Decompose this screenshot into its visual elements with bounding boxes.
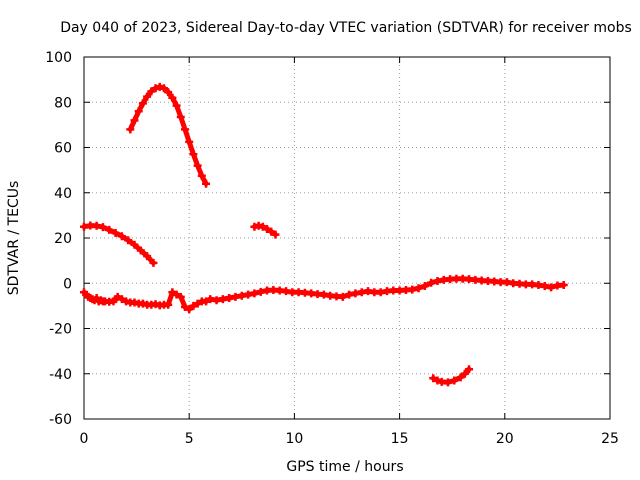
y-tick-label: 60 xyxy=(54,141,72,157)
data-point xyxy=(111,229,120,238)
data-point xyxy=(159,84,168,93)
data-point xyxy=(202,297,211,306)
data-point xyxy=(460,369,469,378)
data-point xyxy=(202,179,211,188)
data-point xyxy=(136,246,145,255)
data-point xyxy=(92,221,101,230)
data-point xyxy=(176,112,185,121)
data-point xyxy=(143,92,152,101)
data-point xyxy=(105,225,114,234)
data-point xyxy=(250,289,259,298)
data-point xyxy=(197,171,206,180)
data-point xyxy=(185,305,194,314)
x-tick-label: 0 xyxy=(80,431,89,447)
data-point xyxy=(149,258,158,267)
series-baseline-cluster xyxy=(80,274,568,314)
data-point xyxy=(433,376,442,385)
data-point xyxy=(151,84,160,93)
data-point xyxy=(117,232,126,241)
data-point xyxy=(180,125,189,134)
x-tick-label: 10 xyxy=(285,431,303,447)
data-point xyxy=(143,252,152,261)
data-point xyxy=(256,287,265,296)
data-point xyxy=(465,365,474,374)
data-point xyxy=(193,299,202,308)
data-point xyxy=(151,300,160,309)
data-point xyxy=(189,301,198,310)
chart-title: Day 040 of 2023, Sidereal Day-to-day VTE… xyxy=(60,20,632,36)
data-point xyxy=(98,223,107,232)
data-point xyxy=(420,281,429,290)
data-point xyxy=(408,285,417,294)
data-point xyxy=(172,290,181,299)
data-point xyxy=(540,281,549,290)
data-point xyxy=(559,281,568,290)
data-point xyxy=(134,107,143,116)
y-tick-label: 40 xyxy=(54,186,72,202)
series-arc-negative-dip xyxy=(429,365,474,387)
y-tick-label: 80 xyxy=(54,95,72,111)
data-point xyxy=(258,222,267,231)
y-tick-label: -60 xyxy=(49,412,72,428)
data-point xyxy=(113,292,122,301)
y-tick-label: -40 xyxy=(49,367,72,383)
data-point xyxy=(429,374,438,383)
data-point xyxy=(176,292,185,301)
data-point xyxy=(168,93,177,102)
series-arc-rising-peak xyxy=(126,82,211,188)
x-tick-label: 15 xyxy=(391,431,409,447)
y-tick-label: 100 xyxy=(45,50,72,66)
data-point xyxy=(193,161,202,170)
data-point xyxy=(189,150,198,159)
axis-ticks: 0 5 10 15 20 25 -60 -40 -20 0 20 40 60 80 100 xyxy=(45,50,619,447)
gridlines xyxy=(84,57,610,419)
data-point xyxy=(263,224,272,233)
data-point xyxy=(126,125,135,134)
y-tick-label: 20 xyxy=(54,231,72,247)
series-arc-early-descending xyxy=(80,221,158,267)
data-point xyxy=(271,230,280,239)
data-point xyxy=(117,295,126,304)
data-point xyxy=(443,378,452,387)
y-tick-label: -20 xyxy=(49,322,72,338)
data-point xyxy=(164,88,173,97)
data-point xyxy=(164,300,173,309)
data-point xyxy=(185,137,194,146)
data-point xyxy=(155,82,164,91)
x-tick-label: 20 xyxy=(496,431,514,447)
x-tick-label: 25 xyxy=(601,431,619,447)
data-point xyxy=(450,376,459,385)
data-point xyxy=(180,303,189,312)
data-point xyxy=(124,236,133,245)
data-point xyxy=(267,227,276,236)
data-point xyxy=(427,278,436,287)
data-point xyxy=(130,116,139,125)
y-tick-label: 0 xyxy=(63,276,72,292)
data-point xyxy=(338,292,347,301)
data-point xyxy=(547,283,556,292)
data-point xyxy=(172,101,181,110)
data-series xyxy=(80,82,568,387)
data-point xyxy=(130,240,139,249)
y-axis-label: SDTVAR / TECUs xyxy=(6,181,22,296)
data-point xyxy=(168,288,177,297)
data-point xyxy=(147,87,156,96)
x-axis-label: GPS time / hours xyxy=(286,459,403,475)
series-arc-short-mid xyxy=(250,221,280,239)
x-tick-label: 5 xyxy=(185,431,194,447)
data-point xyxy=(414,284,423,293)
data-point xyxy=(138,99,147,108)
data-point xyxy=(456,373,465,382)
